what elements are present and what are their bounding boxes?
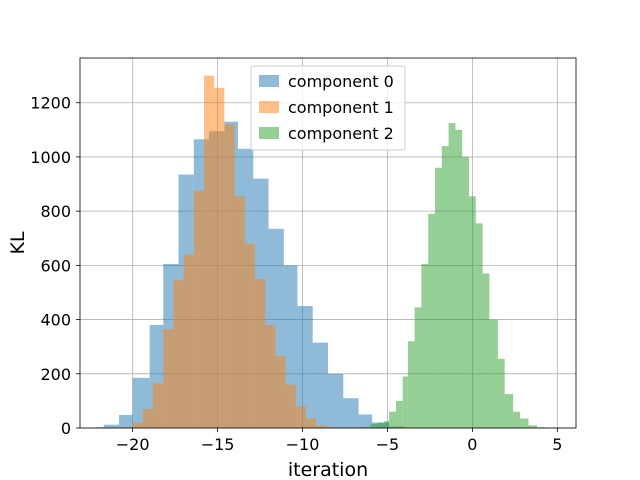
histogram-bar-component-0 — [297, 306, 313, 428]
histogram-bar-component-0 — [343, 398, 359, 428]
histogram-bar-component-2 — [428, 213, 436, 428]
legend: component 0 component 1 component 2 — [250, 65, 406, 151]
histogram-bar-component-1 — [275, 356, 286, 428]
histogram-bar-component-0 — [95, 427, 104, 428]
histogram-bar-component-1 — [153, 383, 164, 428]
histogram-bar-component-1 — [183, 254, 194, 428]
histogram-bar-component-0 — [103, 424, 120, 428]
histogram-bar-component-1 — [254, 278, 266, 428]
histogram-bar-component-2 — [395, 400, 403, 428]
histogram-bar-component-2 — [504, 394, 514, 428]
histogram-bar-component-1 — [193, 190, 204, 428]
y-tick-label: 800 — [40, 202, 71, 221]
histogram-bar-component-2 — [482, 273, 490, 428]
histogram-bar-component-1 — [244, 243, 255, 428]
histogram-bar-component-2 — [513, 411, 520, 428]
histogram-bars — [95, 75, 554, 429]
y-tick-label: 200 — [40, 365, 71, 384]
histogram-bar-component-1 — [173, 280, 184, 428]
histogram-bar-component-1 — [163, 329, 174, 428]
histogram-bar-component-1 — [115, 427, 133, 428]
histogram-bar-component-2 — [407, 341, 415, 428]
legend-box — [250, 65, 406, 151]
x-tick-label: −10 — [286, 435, 320, 454]
histogram-bar-component-2 — [468, 196, 476, 428]
histogram-bar-component-2 — [435, 167, 442, 428]
y-tick-label: 1200 — [30, 94, 71, 113]
histogram-bar-component-1 — [204, 75, 215, 428]
legend-swatch-component-0 — [259, 75, 279, 87]
histogram-bar-component-2 — [414, 307, 422, 428]
y-axis-ticks: 0 200 400 600 800 1000 1200 — [30, 94, 80, 438]
histogram-bar-component-0 — [358, 414, 373, 428]
histogram-bar-component-2 — [475, 223, 483, 428]
histogram-bar-component-1 — [316, 425, 327, 428]
histogram-bar-component-2 — [441, 146, 449, 428]
histogram-bar-component-2 — [528, 425, 537, 428]
y-tick-label: 400 — [40, 311, 71, 330]
histogram-bar-component-0 — [119, 414, 133, 428]
histogram-bar-component-2 — [370, 423, 378, 428]
histogram-bar-component-1 — [214, 87, 225, 429]
x-tick-label: −20 — [116, 435, 150, 454]
x-tick-label: 5 — [552, 435, 562, 454]
histogram-bar-component-2 — [377, 422, 385, 428]
histogram-bar-component-2 — [489, 319, 498, 428]
histogram-bar-component-1 — [265, 324, 276, 428]
x-axis-ticks: −20 −15 −10 −5 0 5 — [116, 428, 562, 454]
y-axis-label: KL — [7, 231, 29, 254]
histogram-bar-component-2 — [536, 427, 546, 428]
y-tick-label: 1000 — [30, 148, 71, 167]
histogram-bar-component-1 — [326, 427, 337, 428]
legend-swatch-component-2 — [259, 127, 279, 139]
histogram-bar-component-1 — [305, 418, 317, 428]
histogram-bar-component-2 — [448, 123, 456, 429]
histogram-bar-component-2 — [519, 418, 529, 428]
x-tick-label: −5 — [376, 435, 400, 454]
x-tick-label: 0 — [467, 435, 477, 454]
histogram-bar-component-1 — [224, 124, 235, 429]
histogram-bar-component-2 — [384, 421, 390, 428]
histogram-bar-component-1 — [234, 196, 245, 428]
histogram-bar-component-1 — [132, 422, 143, 428]
histogram-bar-component-1 — [142, 409, 154, 428]
legend-swatch-component-1 — [259, 101, 279, 113]
legend-label-component-2: component 2 — [288, 124, 394, 143]
histogram-bar-component-2 — [389, 411, 396, 428]
histogram-bar-component-0 — [328, 373, 344, 428]
x-axis-label: iteration — [288, 459, 368, 480]
histogram-bar-component-2 — [455, 129, 463, 429]
histogram-bar-component-2 — [421, 264, 429, 428]
legend-label-component-1: component 1 — [288, 98, 394, 117]
x-tick-label: −15 — [201, 435, 235, 454]
histogram-bar-component-2 — [497, 358, 505, 428]
histogram-bar-component-1 — [295, 406, 306, 428]
y-tick-label: 600 — [40, 256, 71, 275]
y-tick-label: 0 — [61, 419, 71, 438]
histogram-bar-component-2 — [462, 156, 469, 428]
histogram-bar-component-0 — [312, 342, 328, 428]
legend-label-component-0: component 0 — [288, 72, 394, 91]
histogram-bar-component-2 — [360, 427, 371, 428]
histogram-bar-component-2 — [402, 376, 408, 428]
histogram-bar-component-1 — [285, 384, 296, 428]
plot-frame — [79, 57, 577, 429]
